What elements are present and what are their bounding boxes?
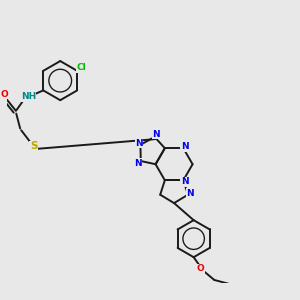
Text: S: S xyxy=(30,141,38,151)
Text: N: N xyxy=(135,139,143,148)
Text: O: O xyxy=(1,90,9,99)
Text: NH: NH xyxy=(21,92,36,101)
Text: N: N xyxy=(152,130,160,139)
Text: N: N xyxy=(186,189,194,198)
Text: N: N xyxy=(181,142,189,151)
Text: N: N xyxy=(134,159,142,168)
Text: N: N xyxy=(181,177,189,186)
Text: O: O xyxy=(197,264,205,273)
Text: Cl: Cl xyxy=(76,64,86,73)
